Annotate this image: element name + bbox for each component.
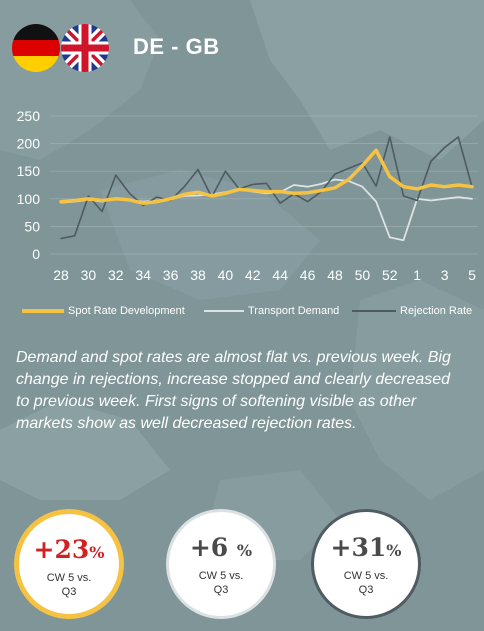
kpi-label-line: Q3 — [358, 584, 374, 596]
x-tick-label: 44 — [272, 267, 288, 283]
kpi-number: +6 — [189, 533, 229, 562]
rate-chart: 0 50 100 150 200 250 28 30 32 34 36 38 40 42 44 46 48 50 5… — [17, 108, 478, 283]
kpi-label: CW 5 vs. Q3 — [314, 569, 418, 597]
x-tick-label: 28 — [53, 267, 69, 283]
x-tick-label: 34 — [135, 267, 151, 283]
market-comment: Demand and spot rates are almost flat vs… — [16, 349, 451, 432]
x-tick-label: 46 — [300, 267, 316, 283]
kpi-unit: % — [236, 541, 253, 560]
x-tick-label: 5 — [468, 267, 476, 283]
y-tick-label: 50 — [24, 218, 40, 234]
y-tick-label: 250 — [17, 108, 41, 124]
legend-item-spot-rate: Spot Rate Development — [22, 305, 185, 317]
kpi-label: CW 5 vs. Q3 — [169, 569, 273, 597]
kpi-label-line: CW 5 vs. — [46, 572, 92, 584]
kpi-number: +23 — [33, 535, 90, 564]
kpi-rejection-rate-change: +31% CW 5 vs. Q3 — [311, 509, 421, 619]
y-tick-label: 150 — [17, 163, 41, 179]
x-tick-label: 48 — [327, 267, 343, 283]
legend-item-rejection-rate: Rejection Rate — [352, 305, 472, 317]
kpi-label-line: Q3 — [61, 586, 77, 598]
x-tick-label: 42 — [245, 267, 261, 283]
kpi-label-line: CW 5 vs. — [198, 570, 244, 582]
kpi-value: +6 % — [169, 534, 273, 565]
y-tick-label: 200 — [17, 136, 41, 152]
legend-label-transport-demand: Transport Demand — [248, 305, 340, 317]
x-tick-label: 3 — [441, 267, 449, 283]
kpi-spot-rate-change: +23% CW 5 vs. Q3 — [14, 509, 124, 619]
legend-swatch-rejection-rate — [352, 310, 396, 312]
kpi-value: +31% — [314, 534, 418, 565]
x-tick-label: 38 — [190, 267, 206, 283]
kpi-number: +31 — [330, 533, 387, 562]
y-tick-label: 0 — [32, 246, 40, 262]
route-title: DE - GB — [133, 34, 220, 59]
x-tick-label: 1 — [413, 267, 421, 283]
legend-swatch-spot-rate — [22, 309, 64, 313]
kpi-label: CW 5 vs. Q3 — [19, 571, 119, 599]
kpi-label-line: CW 5 vs. — [343, 570, 389, 582]
kpi-label-line: Q3 — [213, 584, 229, 596]
legend-label-rejection-rate: Rejection Rate — [400, 305, 473, 317]
series-line-rejection-rate — [60, 136, 473, 240]
x-tick-label: 52 — [382, 267, 398, 283]
x-tick-label: 50 — [355, 267, 371, 283]
legend-item-transport-demand: Transport Demand — [204, 305, 339, 317]
series-line-spot-rate — [59, 148, 474, 205]
germany-flag-icon — [12, 24, 60, 72]
x-tick-label: 36 — [163, 267, 179, 283]
y-tick-label: 100 — [17, 191, 41, 207]
x-tick-label: 40 — [218, 267, 234, 283]
kpi-unit: % — [386, 541, 402, 560]
united-kingdom-flag-icon — [61, 24, 109, 72]
kpi-unit: % — [89, 543, 105, 562]
kpi-transport-demand-change: +6 % CW 5 vs. Q3 — [166, 509, 276, 619]
chart-legend: Spot Rate Development Transport Demand R… — [0, 305, 484, 325]
kpi-value: +23% — [19, 536, 119, 567]
legend-swatch-transport-demand — [204, 310, 244, 312]
legend-label-spot-rate: Spot Rate Development — [68, 305, 185, 317]
x-tick-label: 30 — [81, 267, 97, 283]
x-tick-label: 32 — [108, 267, 124, 283]
